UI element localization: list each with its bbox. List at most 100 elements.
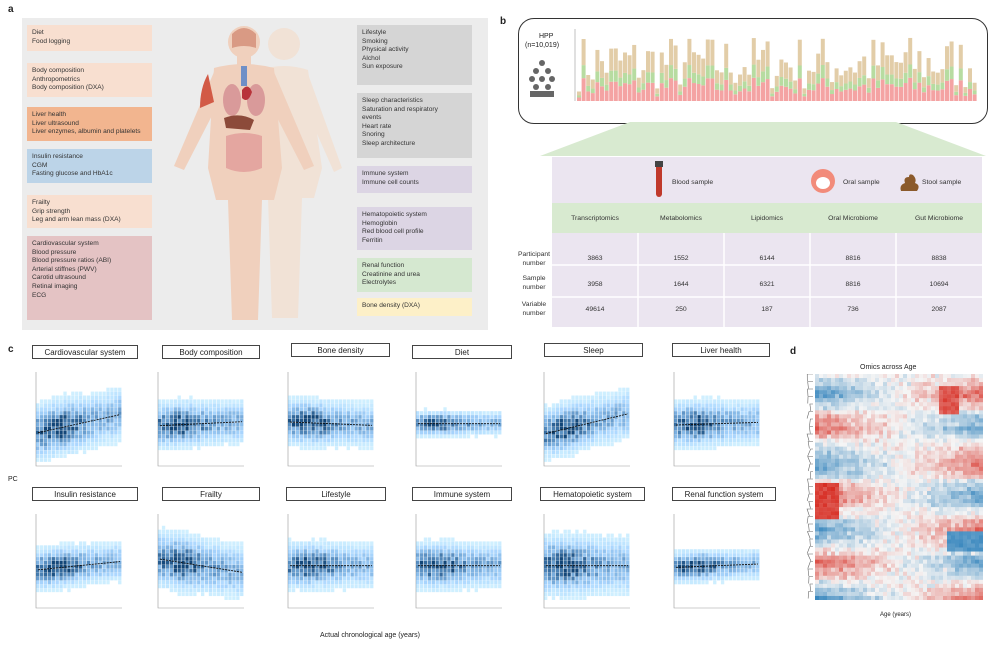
heatmap-cell: [935, 382, 940, 387]
density-cell: [288, 411, 292, 415]
density-cell: [350, 422, 354, 427]
density-cell: [165, 407, 170, 411]
density-cell: [165, 580, 170, 585]
heatmap-cell: [855, 414, 860, 419]
density-cell: [547, 422, 552, 427]
density-cell: [197, 553, 201, 557]
density-cell: [240, 403, 244, 408]
density-cell: [486, 561, 490, 565]
heatmap-cell: [843, 402, 848, 407]
density-cell: [315, 415, 319, 419]
heatmap-cell: [887, 454, 892, 459]
heatmap-cell: [883, 402, 888, 407]
density-cell: [498, 541, 502, 546]
density-cell: [303, 438, 307, 443]
density-cell: [338, 422, 343, 427]
col-oral-microbiome: Oral Microbiome: [810, 215, 896, 222]
heatmap-cell: [827, 398, 832, 403]
density-cell: [567, 592, 571, 597]
density-cell: [224, 549, 228, 553]
density-cell: [447, 419, 451, 423]
density-cell: [559, 564, 563, 569]
density-cell: [470, 561, 475, 565]
heatmap-cell: [931, 426, 936, 431]
density-cell: [169, 564, 174, 569]
heatmap-cell: [923, 422, 928, 427]
density-cell: [331, 415, 335, 419]
density-cell: [439, 580, 443, 585]
density-cell: [315, 541, 319, 546]
heatmap-cell: [859, 410, 864, 415]
density-cell: [90, 411, 95, 415]
density-cell: [606, 533, 610, 538]
plot-title-frailty: Frailty: [162, 487, 260, 501]
hpp-bar-segment: [903, 52, 908, 73]
heatmap-cell: [831, 438, 836, 443]
density-cell: [728, 415, 733, 419]
density-cell: [307, 576, 311, 581]
density-cell: [327, 415, 331, 419]
density-cell: [51, 450, 55, 455]
trend-line: [675, 563, 759, 568]
heatmap-cell: [891, 482, 896, 488]
density-cell: [559, 399, 563, 404]
heatmap-cell: [883, 410, 888, 415]
density-cell: [748, 407, 752, 411]
density-cell: [338, 426, 343, 431]
dendrogram-branch: [807, 396, 813, 404]
density-cell: [590, 430, 595, 435]
heatmap-cell: [831, 386, 836, 391]
density-cell: [490, 411, 494, 415]
heatmap-cell: [979, 418, 983, 423]
density-cell: [594, 580, 599, 585]
heatmap-cell: [951, 410, 956, 415]
density-cell: [462, 557, 467, 561]
density-cell: [55, 588, 59, 593]
density-cell: [451, 557, 455, 561]
density-cell: [594, 572, 599, 577]
col-gut-microbiome: Gut Microbiome: [896, 215, 982, 222]
heatmap-cell: [911, 426, 916, 431]
density-cell: [610, 568, 614, 573]
density-cell: [43, 549, 48, 553]
density-cell: [756, 415, 760, 419]
heatmap-cell: [971, 426, 976, 431]
density-cell: [618, 422, 622, 427]
density-cell: [583, 411, 587, 415]
density-cell: [466, 568, 471, 573]
heatmap-cell: [955, 474, 960, 480]
hpp-bar-segment: [945, 46, 949, 70]
density-cell: [587, 545, 591, 550]
heatmap-cell: [835, 378, 840, 383]
density-cell: [720, 580, 725, 585]
density-cell: [201, 422, 205, 427]
density-cell: [622, 553, 626, 557]
density-cell: [590, 557, 595, 561]
heatmap-cell: [951, 394, 956, 399]
heatmap-cell: [935, 386, 940, 391]
density-cell: [47, 426, 52, 431]
category-line: Heart rate: [362, 122, 392, 130]
hpp-bar-segment: [899, 62, 903, 79]
heatmap-cell: [971, 458, 976, 463]
density-cell: [334, 580, 339, 585]
plot-title-body-composition: Body composition: [162, 345, 260, 359]
heatmap-cell: [927, 466, 932, 472]
density-cell: [291, 541, 296, 546]
density-cell: [201, 580, 205, 585]
density-cell: [90, 395, 95, 400]
density-cell: [756, 568, 760, 573]
heatmap-cell: [879, 394, 884, 399]
heatmap-cell: [855, 418, 860, 423]
density-cell: [427, 553, 432, 557]
heatmap-cell: [887, 478, 892, 484]
density-cell: [338, 411, 343, 415]
hpp-bar-segment: [595, 71, 600, 83]
density-cell: [740, 403, 744, 408]
hpp-bar-segment: [876, 80, 880, 88]
density-cell: [598, 553, 603, 557]
hpp-bar-segment: [839, 91, 844, 101]
density-cell: [334, 430, 339, 435]
heatmap-cell: [935, 414, 940, 419]
density-cell: [94, 438, 98, 443]
